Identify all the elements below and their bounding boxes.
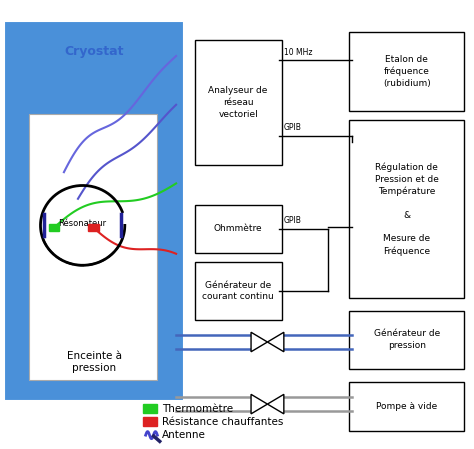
Text: 10 MHz: 10 MHz — [284, 48, 312, 57]
FancyBboxPatch shape — [349, 120, 464, 298]
Text: Pompe à vide: Pompe à vide — [376, 402, 438, 411]
Text: Enceinte à
pression: Enceinte à pression — [67, 351, 122, 373]
Text: Antenne: Antenne — [162, 430, 206, 440]
FancyBboxPatch shape — [28, 114, 157, 380]
Text: Résistance chauffantes: Résistance chauffantes — [162, 417, 283, 427]
Text: Thermomètre: Thermomètre — [162, 404, 233, 414]
Polygon shape — [267, 394, 284, 414]
FancyBboxPatch shape — [49, 224, 59, 231]
Text: GPIB: GPIB — [284, 216, 302, 225]
FancyBboxPatch shape — [143, 404, 157, 413]
FancyBboxPatch shape — [195, 40, 282, 165]
FancyBboxPatch shape — [12, 29, 176, 393]
Text: Ohmmètre: Ohmmètre — [214, 224, 263, 233]
Text: Cryostat: Cryostat — [64, 45, 124, 58]
FancyBboxPatch shape — [195, 205, 282, 253]
FancyBboxPatch shape — [349, 382, 464, 431]
FancyBboxPatch shape — [195, 262, 282, 320]
FancyBboxPatch shape — [349, 31, 464, 111]
Text: Régulation de
Pression et de
Température

&

Mesure de
Fréquence: Régulation de Pression et de Température… — [375, 162, 439, 256]
Text: Générateur de
pression: Générateur de pression — [374, 330, 440, 350]
Text: Analyseur de
réseau
vectoriel: Analyseur de réseau vectoriel — [209, 86, 268, 119]
FancyBboxPatch shape — [88, 224, 99, 231]
Polygon shape — [267, 332, 284, 352]
FancyBboxPatch shape — [349, 311, 464, 369]
Text: GPIB: GPIB — [284, 123, 302, 132]
Text: Générateur de
courant continu: Générateur de courant continu — [202, 281, 274, 301]
Text: Résonateur: Résonateur — [59, 219, 107, 228]
Text: Etalon de
fréquence
(rubidium): Etalon de fréquence (rubidium) — [383, 55, 431, 88]
Polygon shape — [251, 394, 267, 414]
Polygon shape — [251, 332, 267, 352]
FancyBboxPatch shape — [143, 418, 157, 426]
